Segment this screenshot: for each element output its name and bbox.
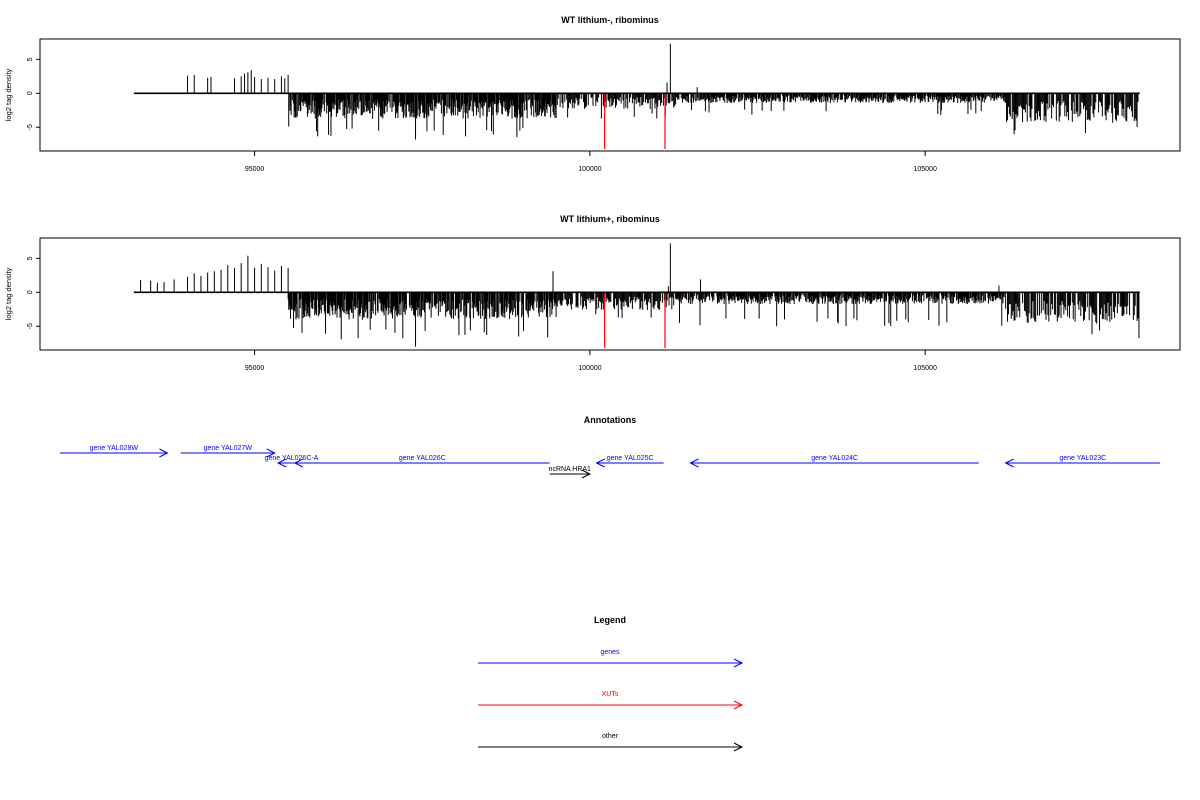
- feature-label: gene YAL026C: [399, 455, 446, 462]
- feature-arrowhead: [293, 458, 304, 468]
- x-tick-label: 105000: [913, 166, 936, 173]
- feature-arrowhead: [689, 458, 699, 468]
- feature-label: gene YAL024C: [811, 455, 858, 462]
- data-marks: [133, 243, 1140, 348]
- feature-arrowhead: [159, 448, 169, 458]
- feature-label: gene YAL027W: [204, 445, 253, 452]
- feature-arrowhead: [276, 458, 287, 468]
- annotations-title: Annotations: [584, 415, 637, 425]
- annotations-track: Annotations gene YAL028W gene YAL027Wgene…: [60, 415, 1160, 479]
- legend-arrowhead: [733, 700, 744, 710]
- y-axis-label: log2 tag density: [4, 267, 13, 320]
- legend-title: Legend: [594, 615, 626, 625]
- feature-arrowhead: [1004, 458, 1014, 468]
- feature-label: gene YAL028W: [90, 445, 139, 452]
- x-tick-label: 95000: [245, 166, 265, 173]
- feature-arrowhead: [581, 469, 592, 479]
- y-tick-label: -5: [27, 124, 34, 130]
- panel-lithium-minus: WT lithium-, ribominus log2 tag density …: [4, 15, 1181, 173]
- x-tick-label: 95000: [245, 365, 265, 372]
- legend-label: XUTs: [602, 691, 619, 698]
- y-tick-label: 0: [27, 91, 34, 95]
- panel-title: WT lithium+, ribominus: [560, 214, 660, 224]
- axes: 95000 100000 105000 5 0 -5: [27, 256, 937, 372]
- feature-label: gene YAL023C: [1059, 455, 1106, 462]
- feature-label: ncRNA HRA1: [549, 466, 592, 473]
- panel-lithium-plus: WT lithium+, ribominus log2 tag density …: [4, 214, 1181, 372]
- feature-arrows: gene YAL028W gene YAL027W gene YAL026C-A ge…: [60, 445, 1160, 479]
- plot-frame: [39, 38, 1181, 152]
- axes: 95000 100000 105000 5 0 -5: [27, 57, 937, 173]
- legend-arrowhead: [733, 658, 744, 668]
- legend-items: genes XUTs other: [478, 649, 744, 752]
- feature-label: gene YAL026C-A: [265, 455, 319, 462]
- x-tick-label: 105000: [913, 365, 936, 372]
- y-tick-label: 0: [27, 290, 34, 294]
- legend-arrowhead: [733, 742, 744, 752]
- x-tick-label: 100000: [578, 365, 601, 372]
- y-tick-label: -5: [27, 323, 34, 329]
- legend: Legend genes XUTs other: [478, 615, 744, 752]
- feature-arrowhead: [266, 448, 276, 458]
- feature-arrowhead: [595, 458, 605, 468]
- data-marks: [133, 43, 1140, 149]
- feature-label: gene YAL025C: [607, 455, 654, 462]
- panel-title: WT lithium-, ribominus: [561, 15, 659, 25]
- y-tick-label: 5: [27, 256, 34, 260]
- legend-label: genes: [600, 649, 620, 656]
- plot-frame: [39, 237, 1181, 351]
- y-tick-label: 5: [27, 57, 34, 61]
- y-axis-label: log2 tag density: [4, 68, 13, 121]
- x-tick-label: 100000: [578, 166, 601, 173]
- legend-label: other: [602, 733, 619, 740]
